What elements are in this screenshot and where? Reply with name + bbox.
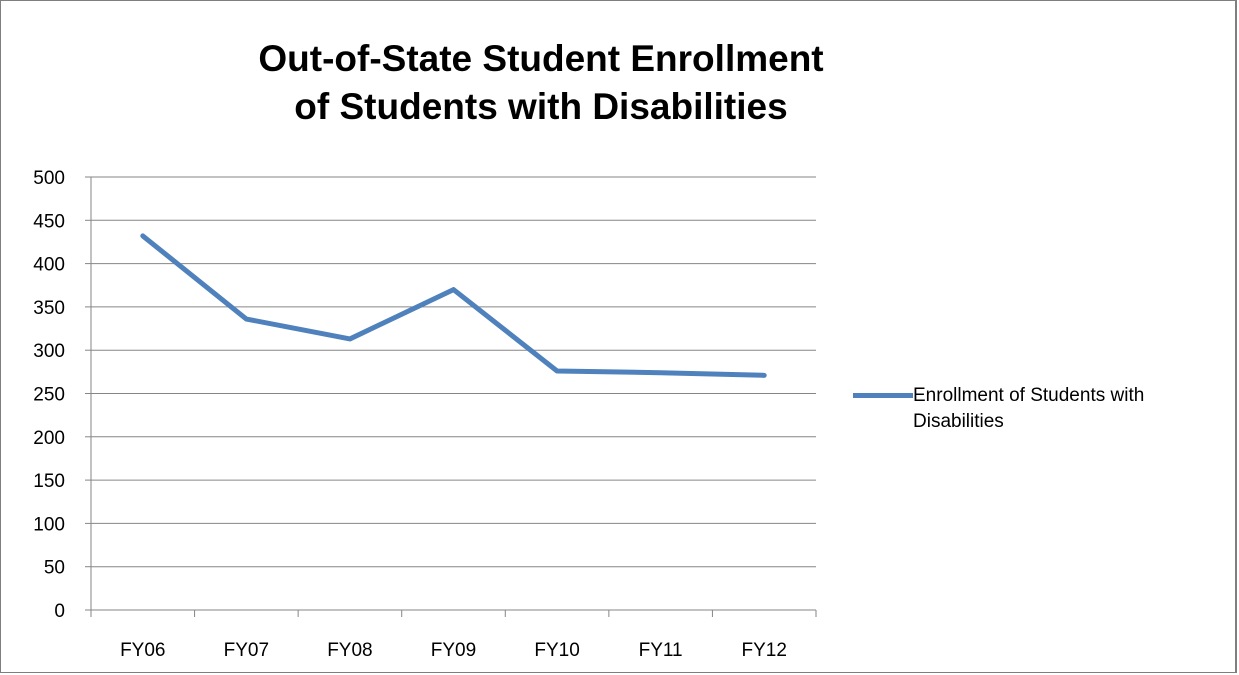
chart-title: Out-of-State Student Enrollment of Stude… — [258, 38, 824, 127]
x-tick-label: FY08 — [327, 640, 372, 661]
axes — [85, 176, 817, 617]
y-tick-label: 200 — [33, 428, 65, 449]
y-tick-label: 450 — [33, 211, 65, 232]
y-tick-label: 500 — [33, 168, 65, 189]
y-tick-label: 300 — [33, 341, 65, 362]
y-tick-label: 400 — [33, 255, 65, 276]
x-tick-label: FY06 — [120, 640, 165, 661]
tick-labels: 0 50 100 150 200 250 300 350 400 450 500 FY06 FY07 FY… — [33, 168, 787, 661]
legend-label: Enrollment of Students with Disabilities — [913, 385, 1145, 432]
y-tick-label: 250 — [33, 385, 65, 406]
legend-swatch — [853, 393, 913, 398]
x-tick-label: FY10 — [534, 640, 579, 661]
x-tick-label: FY11 — [639, 640, 683, 661]
x-tick-label: FY07 — [224, 640, 269, 661]
series-line-0 — [140, 233, 767, 378]
x-tick-label: FY12 — [742, 640, 787, 661]
y-tick-label: 350 — [33, 298, 65, 319]
series-layer — [140, 233, 767, 378]
x-tick-label: FY09 — [431, 640, 476, 661]
y-tick-label: 50 — [44, 558, 65, 579]
gridlines — [91, 176, 816, 568]
y-tick-label: 150 — [33, 471, 65, 492]
y-tick-label: 0 — [54, 601, 65, 622]
y-tick-label: 100 — [33, 514, 65, 535]
legend: Enrollment of Students with Disabilities — [853, 383, 1233, 453]
